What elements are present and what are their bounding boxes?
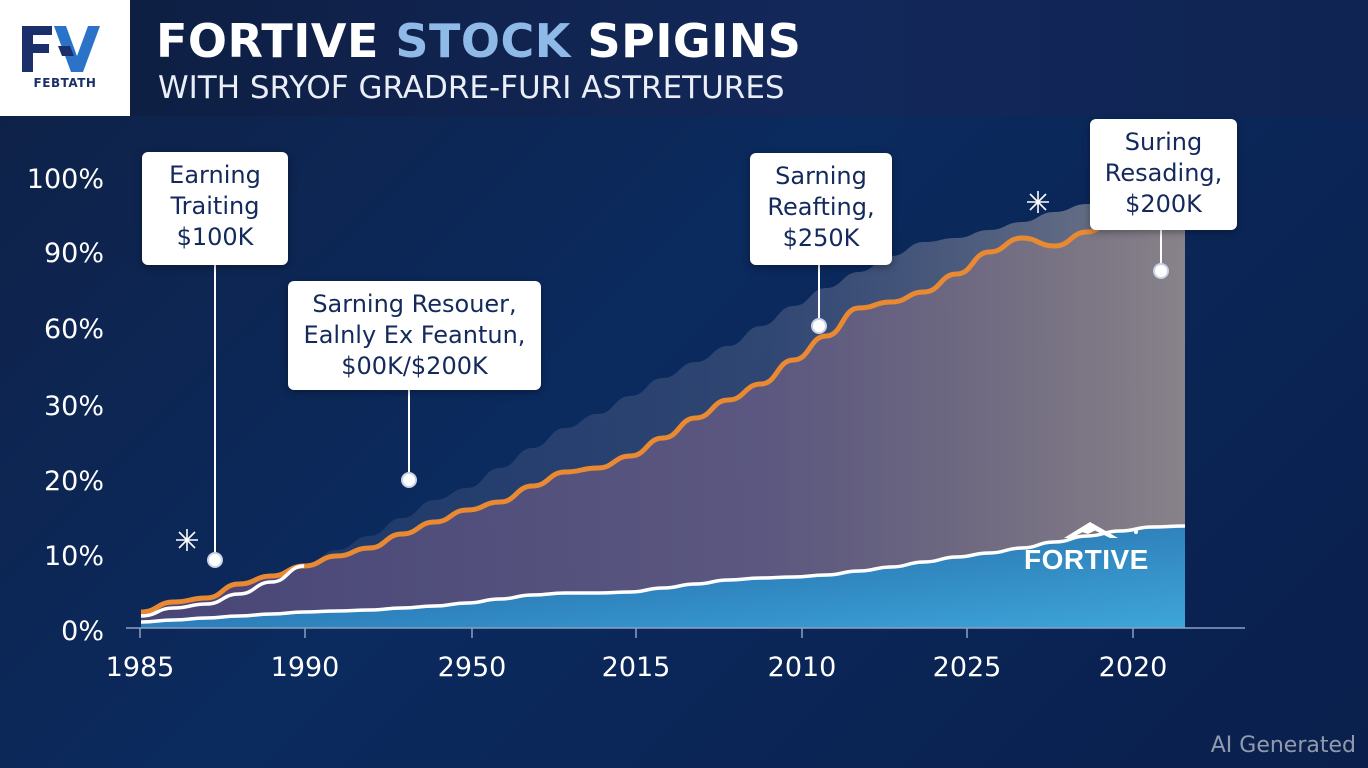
- callout-line: Suring: [1124, 128, 1203, 156]
- sparkle-icon: [176, 529, 198, 551]
- data-point-marker: [811, 318, 827, 334]
- sparkle-ray: [178, 531, 196, 549]
- y-tick-label: 100%: [27, 164, 104, 195]
- fortive-brand: FORTIVE: [1024, 518, 1164, 578]
- callout-line: Resading,: [1104, 159, 1223, 187]
- x-tick-label: 2950: [438, 652, 507, 683]
- callout-line: $200K: [1125, 190, 1202, 218]
- callout-sarning-resouer: Sarning Resouer, Ealnly Ex Feantun, $00K…: [288, 281, 541, 390]
- callout-sarning-reafting: Sarning Reafting, $250K: [750, 153, 892, 265]
- y-tick-label: 30%: [44, 391, 104, 422]
- title-part-3: SPIGINS: [587, 14, 802, 68]
- data-point-marker: [1153, 263, 1169, 279]
- x-tick-label: 1985: [106, 652, 175, 683]
- logo-caption: FEBTATH: [33, 76, 97, 90]
- series-lower-area: [141, 526, 1185, 628]
- callout-line: Sarning Resouer,: [312, 290, 517, 318]
- series-lower-line: [140, 524, 1186, 624]
- series-middle-line: [140, 564, 305, 618]
- x-tick-label: 2025: [933, 652, 1002, 683]
- y-tick-label: 20%: [44, 466, 104, 497]
- y-tick-label: 0%: [61, 616, 104, 647]
- title-part-2: STOCK: [395, 14, 571, 68]
- page-title: FORTIVE STOCK SPIGINS: [156, 14, 801, 68]
- callout-line: Earning: [169, 161, 261, 189]
- y-tick-label: 10%: [44, 541, 104, 572]
- callout-line: $250K: [782, 224, 860, 252]
- x-axis: 1985 1990 2950 2015 2010 2025 2020: [106, 628, 1168, 683]
- logo: FEBTATH: [0, 0, 130, 116]
- x-tick-label: 2020: [1099, 652, 1168, 683]
- title-part-1: FORTIVE: [156, 14, 379, 68]
- markers: [176, 191, 1169, 568]
- y-tick-label: 90%: [44, 238, 104, 269]
- callout-line: Sarning: [775, 162, 867, 190]
- y-tick-label: 60%: [44, 314, 104, 345]
- series-upper-line: [140, 193, 1186, 615]
- x-tick-label: 1990: [271, 652, 340, 683]
- callout-earning-traiting: Earning Traiting $100K: [142, 152, 288, 265]
- y-axis: 0% 10% 20% 30% 60% 90% 100%: [27, 164, 104, 647]
- sparkle-ray: [1029, 193, 1047, 211]
- x-tick-label: 2015: [602, 652, 671, 683]
- callout-line: $100K: [176, 223, 254, 251]
- x-tick-label: 2010: [768, 652, 837, 683]
- ai-generated-watermark: AI Generated: [1210, 733, 1356, 758]
- fortive-roof-icon: [1064, 522, 1138, 538]
- callout-line: Reafting,: [767, 193, 875, 221]
- data-point-marker: [401, 472, 417, 488]
- sparkle-icon: [1027, 191, 1049, 213]
- page-subtitle: WITH SRYOF GRADRE-FURI ASTRETURES: [158, 70, 785, 106]
- callout-line: Ealnly Ex Feantun,: [303, 321, 526, 349]
- callout-line: $00K/$200K: [341, 352, 488, 380]
- callout-suring-resading: Suring Resading, $200K: [1090, 119, 1237, 230]
- callout-connectors: [214, 230, 1162, 560]
- fv-logo-icon: [22, 26, 100, 72]
- callout-line: Traiting: [170, 192, 260, 220]
- fortive-wordmark: FORTIVE: [1024, 544, 1149, 575]
- data-point-marker: [207, 552, 223, 568]
- header-band: [0, 0, 1368, 116]
